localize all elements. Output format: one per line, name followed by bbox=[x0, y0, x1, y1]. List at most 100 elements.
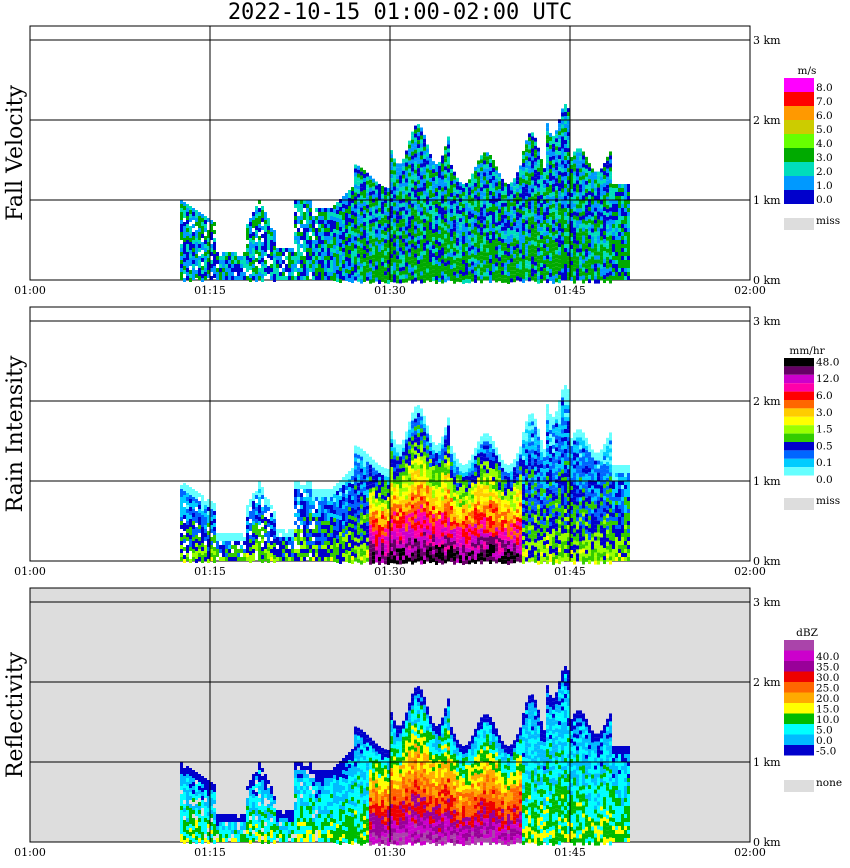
echo-cell bbox=[354, 557, 357, 562]
echo-cell bbox=[198, 513, 201, 517]
echo-cell bbox=[582, 279, 585, 284]
echo-cell bbox=[363, 257, 366, 262]
echo-cell bbox=[495, 174, 498, 179]
echo-cell bbox=[513, 214, 516, 219]
echo-cell bbox=[189, 499, 192, 503]
echo-cell bbox=[447, 216, 450, 221]
echo-cell bbox=[204, 513, 207, 517]
echo-cell bbox=[567, 228, 570, 233]
echo-cell bbox=[606, 164, 609, 169]
echo-cell bbox=[336, 551, 339, 555]
echo-cell bbox=[390, 539, 393, 544]
echo-cell bbox=[249, 226, 252, 230]
echo-cell bbox=[510, 234, 513, 239]
echo-cell bbox=[291, 537, 294, 541]
echo-cell bbox=[204, 505, 207, 509]
echo-cell bbox=[273, 254, 276, 258]
echo-cell bbox=[585, 200, 588, 205]
echo-cell bbox=[354, 240, 357, 245]
echo-cell bbox=[390, 511, 393, 516]
echo-cell bbox=[606, 236, 609, 241]
echo-cell bbox=[297, 252, 300, 256]
echo-cell bbox=[213, 266, 216, 270]
echo-cell bbox=[564, 252, 567, 257]
echo-cell bbox=[225, 252, 228, 256]
echo-cell bbox=[516, 272, 519, 277]
echo-cell bbox=[534, 225, 537, 230]
echo-cell bbox=[597, 215, 600, 220]
echo-cell bbox=[441, 179, 444, 184]
echo-cell bbox=[600, 260, 603, 265]
echo-cell bbox=[429, 166, 432, 171]
echo-cell bbox=[432, 217, 435, 222]
echo-cell bbox=[591, 188, 594, 193]
echo-cell bbox=[366, 224, 369, 229]
echo-cell bbox=[405, 242, 408, 247]
echo-cell bbox=[246, 553, 249, 557]
echo-cell bbox=[552, 211, 555, 216]
echo-cell bbox=[411, 255, 414, 260]
echo-cell bbox=[567, 260, 570, 265]
echo-cell bbox=[342, 208, 345, 212]
echo-cell bbox=[558, 235, 561, 240]
echo-cell bbox=[534, 257, 537, 262]
echo-cell bbox=[258, 216, 261, 220]
echo-cell bbox=[564, 224, 567, 229]
echo-cell bbox=[393, 539, 396, 544]
echo-cell bbox=[453, 251, 456, 256]
echo-cell bbox=[489, 242, 492, 247]
echo-cell bbox=[351, 255, 354, 259]
echo-cell bbox=[627, 188, 630, 192]
echo-cell bbox=[450, 196, 453, 201]
echo-cell bbox=[423, 170, 426, 175]
echo-cell bbox=[627, 256, 630, 260]
echo-cell bbox=[393, 535, 396, 540]
echo-cell bbox=[252, 553, 255, 557]
echo-cell bbox=[384, 480, 387, 485]
echo-cell bbox=[465, 254, 468, 259]
echo-cell bbox=[195, 515, 198, 519]
echo-cell bbox=[366, 461, 369, 466]
echo-cell bbox=[402, 527, 405, 532]
echo-cell bbox=[513, 194, 516, 199]
echo-cell bbox=[354, 529, 357, 534]
echo-cell bbox=[366, 272, 369, 277]
echo-cell bbox=[276, 541, 279, 545]
echo-cell bbox=[255, 274, 258, 278]
echo-cell bbox=[291, 248, 294, 252]
echo-cell bbox=[252, 216, 255, 220]
echo-cell bbox=[327, 244, 330, 248]
echo-cell bbox=[627, 196, 630, 200]
echo-cell bbox=[327, 208, 330, 212]
echo-cell bbox=[573, 271, 576, 276]
echo-cell bbox=[366, 453, 369, 458]
echo-cell bbox=[384, 267, 387, 272]
echo-cell bbox=[345, 277, 348, 281]
echo-cell bbox=[558, 123, 561, 128]
echo-cell bbox=[549, 172, 552, 177]
echo-cell bbox=[501, 234, 504, 239]
echo-cell bbox=[198, 549, 201, 553]
echo-cell bbox=[516, 244, 519, 249]
legend-swatch bbox=[784, 92, 814, 106]
echo-cell bbox=[207, 246, 210, 250]
echo-cell bbox=[252, 272, 255, 276]
echo-cell bbox=[180, 509, 183, 513]
echo-cell bbox=[447, 228, 450, 233]
echo-cell bbox=[528, 249, 531, 254]
echo-cell bbox=[555, 146, 558, 151]
echo-cell bbox=[414, 173, 417, 178]
echo-cell bbox=[318, 525, 321, 529]
echo-cell bbox=[273, 559, 276, 563]
echo-cell bbox=[558, 155, 561, 160]
echo-cell bbox=[555, 246, 558, 251]
echo-cell bbox=[378, 552, 381, 557]
echo-cell bbox=[480, 155, 483, 160]
echo-cell bbox=[414, 265, 417, 270]
echo-cell bbox=[369, 524, 372, 529]
echo-cell bbox=[582, 223, 585, 228]
echo-cell bbox=[186, 272, 189, 276]
echo-cell bbox=[579, 200, 582, 205]
echo-cell bbox=[543, 252, 546, 257]
echo-cell bbox=[561, 168, 564, 173]
